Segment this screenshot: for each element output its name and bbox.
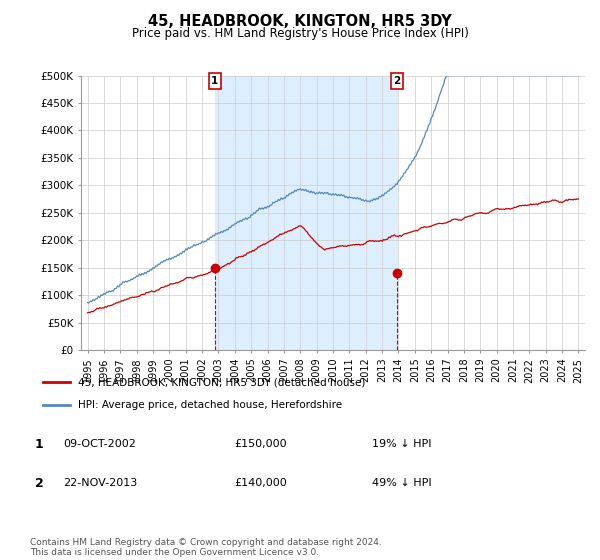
Text: £140,000: £140,000 (234, 478, 287, 488)
Text: 1: 1 (211, 76, 218, 86)
Text: 1: 1 (35, 437, 43, 451)
Text: 09-OCT-2002: 09-OCT-2002 (63, 439, 136, 449)
Text: £150,000: £150,000 (234, 439, 287, 449)
Text: Price paid vs. HM Land Registry's House Price Index (HPI): Price paid vs. HM Land Registry's House … (131, 27, 469, 40)
Text: 2: 2 (393, 76, 400, 86)
Bar (215, 76, 397, 350)
Text: 19% ↓ HPI: 19% ↓ HPI (372, 439, 431, 449)
Text: 22-NOV-2013: 22-NOV-2013 (63, 478, 137, 488)
Text: 49% ↓ HPI: 49% ↓ HPI (372, 478, 431, 488)
Text: Contains HM Land Registry data © Crown copyright and database right 2024.
This d: Contains HM Land Registry data © Crown c… (30, 538, 382, 557)
Text: HPI: Average price, detached house, Herefordshire: HPI: Average price, detached house, Here… (77, 400, 341, 410)
Text: 45, HEADBROOK, KINGTON, HR5 3DY: 45, HEADBROOK, KINGTON, HR5 3DY (148, 14, 452, 29)
Text: 2: 2 (35, 477, 43, 490)
Text: 45, HEADBROOK, KINGTON, HR5 3DY (detached house): 45, HEADBROOK, KINGTON, HR5 3DY (detache… (77, 377, 365, 388)
